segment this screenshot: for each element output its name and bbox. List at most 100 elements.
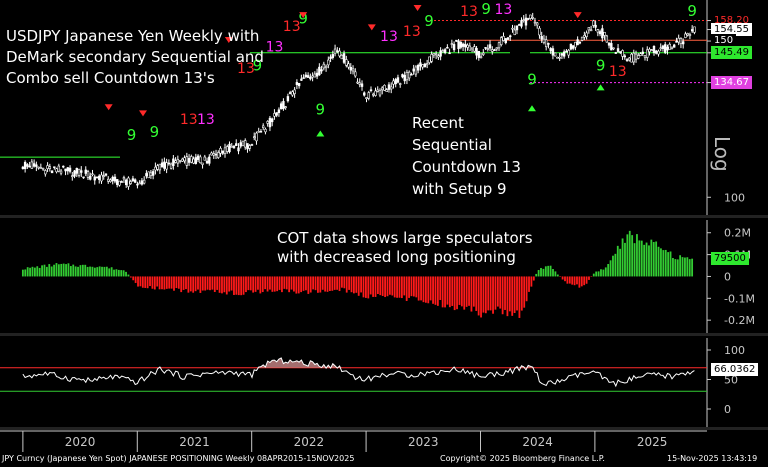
cot-bar (410, 276, 413, 297)
cot-bar (295, 276, 298, 294)
candle-body (666, 46, 669, 51)
cot-bar (432, 276, 434, 304)
candle-body (589, 29, 593, 32)
cot-bar (578, 276, 581, 288)
candle-body (302, 77, 305, 79)
cot-bar (588, 276, 590, 280)
cot-bar (24, 269, 27, 277)
candle-body (679, 38, 683, 44)
candle-body (156, 165, 159, 170)
candle-body (425, 63, 429, 66)
candle-body (113, 176, 117, 182)
candle-body (549, 48, 552, 52)
candle-body (562, 51, 566, 57)
candle-body (26, 164, 29, 167)
cot-bar (684, 257, 686, 277)
sell-arrow-icon (413, 5, 422, 12)
candle-body (273, 113, 276, 117)
candle-body (439, 50, 442, 57)
cot-bar (185, 276, 187, 290)
candle-body (248, 145, 251, 149)
cot-bar (417, 276, 420, 301)
candle-body (360, 83, 364, 87)
cot-bar (576, 276, 578, 285)
candle-body (124, 179, 128, 186)
cot-bar (137, 276, 139, 287)
candle-body (634, 53, 638, 60)
candle-body (407, 71, 411, 79)
cot-bar (564, 276, 566, 282)
cot-bar (146, 276, 149, 289)
candle-body (405, 72, 409, 81)
sell-arrow-icon (367, 24, 376, 31)
candle-body (632, 52, 635, 63)
demark-count-label: 9 (316, 100, 326, 118)
candle-body (333, 48, 337, 54)
cot-bar (345, 276, 348, 293)
candle-body (93, 176, 96, 181)
cot-bar (257, 276, 259, 290)
cot-bar (264, 276, 267, 290)
candle-body (136, 183, 139, 186)
cot-bar (213, 276, 216, 293)
candle-body (385, 89, 388, 92)
candle-body (342, 53, 346, 63)
cot-bar (29, 267, 31, 277)
candle-body (464, 43, 467, 48)
cot-bar (650, 239, 653, 277)
cot-bar (177, 276, 180, 289)
cot-bar (614, 253, 617, 277)
candle-body (293, 89, 296, 94)
candle-body (138, 182, 141, 185)
candle-body (374, 90, 377, 96)
x-tick-label: 2021 (179, 435, 210, 449)
cot-bar (600, 269, 602, 277)
cot-bar (261, 276, 264, 293)
candle-body (275, 112, 278, 116)
title-line: DeMark secondary Sequential and (6, 48, 264, 66)
cot-bar (103, 266, 106, 277)
cot-bar (556, 274, 559, 277)
candle-body (421, 64, 424, 68)
candle-body (643, 55, 647, 58)
candle-body (560, 53, 564, 56)
cot-bar (254, 276, 257, 292)
candle-body (104, 173, 108, 176)
cot-bar (655, 241, 658, 277)
candle-body (434, 53, 438, 56)
candle-body (387, 84, 391, 90)
cot-bar (293, 276, 295, 292)
note-line: with decreased long positioning (277, 248, 516, 266)
candle-body (230, 146, 233, 148)
cot-bar (482, 276, 485, 313)
demark-count-label: 13 (180, 112, 198, 128)
cot-bar (439, 276, 442, 300)
candle-body (509, 35, 512, 38)
cot-bar (151, 276, 154, 289)
sell-arrow-icon (139, 110, 148, 117)
candle-body (217, 152, 220, 158)
cot-bar (89, 266, 91, 277)
candle-body (585, 32, 588, 37)
candle-body (185, 156, 189, 166)
cot-bar (122, 270, 125, 277)
candle-body (542, 38, 546, 43)
candle-body (583, 35, 586, 38)
cot-bar (566, 276, 569, 284)
cot-bar (446, 276, 449, 305)
demark-count-label: 9 (527, 71, 537, 89)
candle-body (28, 165, 31, 168)
cot-bar (415, 276, 418, 298)
cot-bar (201, 276, 204, 291)
candle-body (688, 34, 692, 37)
cot-bar (197, 276, 199, 290)
candle-body (616, 48, 620, 52)
panel-gap (0, 333, 768, 336)
cot-bar (144, 276, 147, 288)
panel-gap (0, 215, 768, 218)
candle-body (30, 161, 34, 169)
candle-body (358, 82, 361, 85)
cot-bar (228, 276, 231, 292)
sell-arrow-icon (224, 37, 233, 44)
candle-body (468, 45, 472, 51)
